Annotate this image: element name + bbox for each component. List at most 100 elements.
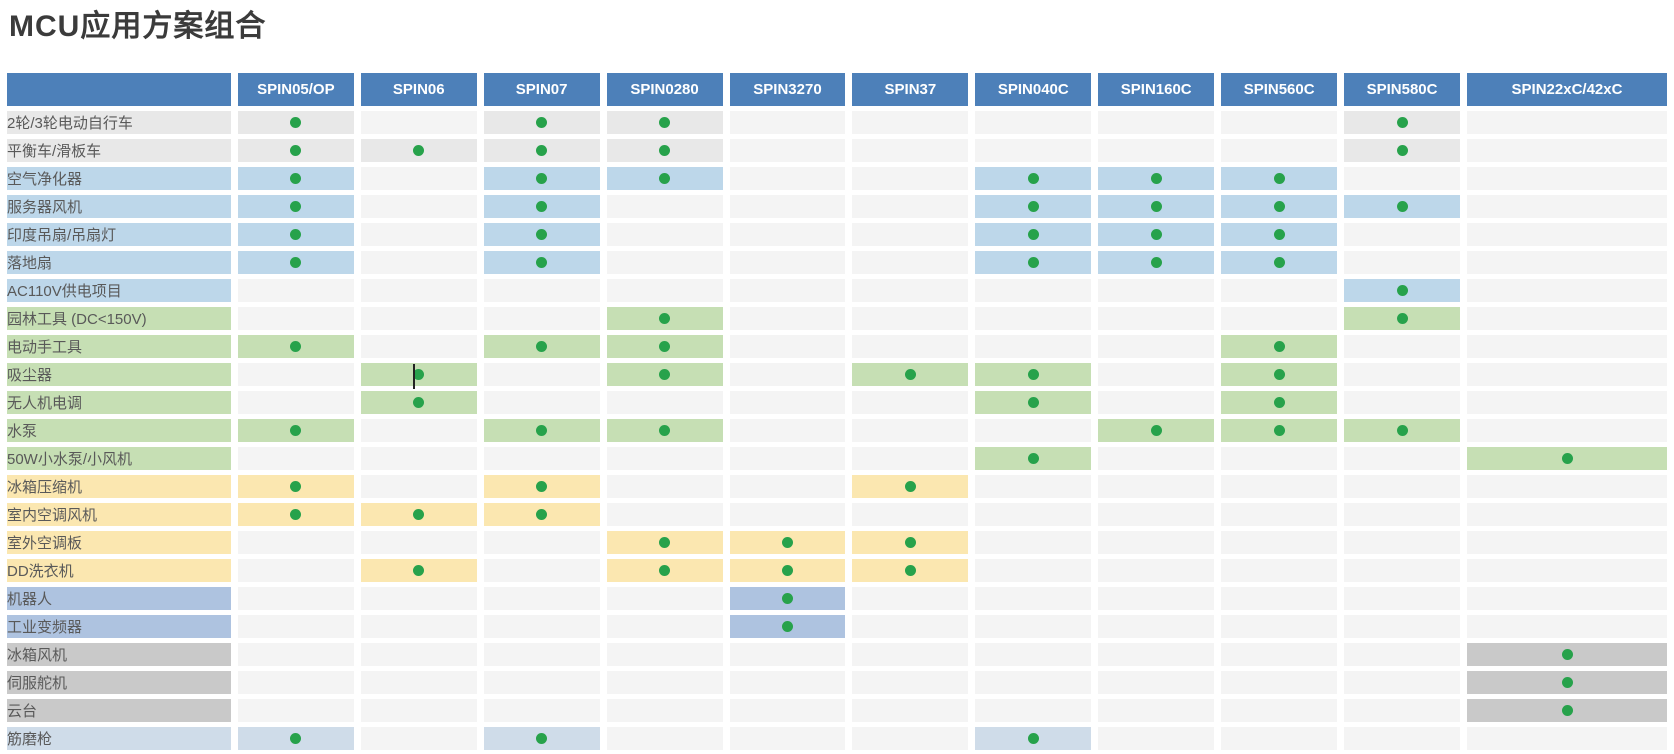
- support-dot-icon: [290, 424, 302, 436]
- column-header-spin560c: SPIN560C: [1221, 73, 1338, 106]
- corner-cell: [7, 73, 231, 106]
- matrix-cell: [237, 363, 354, 386]
- matrix-cell: [729, 587, 846, 610]
- support-dot-icon: [1027, 732, 1039, 744]
- matrix-cell: [237, 307, 354, 330]
- matrix-cell: [360, 587, 477, 610]
- matrix-cell: [1221, 335, 1338, 358]
- support-dot-icon: [1027, 396, 1039, 408]
- support-dot-icon: [1027, 452, 1039, 464]
- matrix-cell: [1098, 195, 1215, 218]
- table-row: 吸尘器: [7, 363, 1667, 386]
- matrix-cell: [1098, 223, 1215, 246]
- matrix-cell: [975, 167, 1092, 190]
- support-dot-icon: [1150, 256, 1162, 268]
- matrix-cell: [729, 111, 846, 134]
- matrix-cell: [606, 419, 723, 442]
- matrix-cell: [852, 503, 969, 526]
- matrix-cell: [1344, 531, 1461, 554]
- matrix-cell: [852, 643, 969, 666]
- support-dot-icon: [290, 508, 302, 520]
- matrix-cell: [237, 559, 354, 582]
- matrix-cell: [975, 223, 1092, 246]
- matrix-cell: [729, 251, 846, 274]
- matrix-cell: [483, 251, 600, 274]
- matrix-cell: [1467, 447, 1667, 470]
- support-dot-icon: [1396, 200, 1408, 212]
- matrix-cell: [729, 223, 846, 246]
- matrix-cell: [1098, 307, 1215, 330]
- page-title: MCU应用方案组合: [9, 10, 267, 43]
- matrix-cell: [1221, 671, 1338, 694]
- support-dot-icon: [1561, 452, 1573, 464]
- support-dot-icon: [1027, 256, 1039, 268]
- matrix-cell: [237, 727, 354, 750]
- row-label: 室外空调板: [7, 531, 231, 554]
- matrix-cell: [237, 671, 354, 694]
- support-dot-icon: [413, 396, 425, 408]
- matrix-cell: [360, 307, 477, 330]
- matrix-cell: [237, 643, 354, 666]
- matrix-cell: [1098, 139, 1215, 162]
- matrix-cell: [975, 111, 1092, 134]
- matrix-cell: [1467, 139, 1667, 162]
- matrix-cell: [483, 587, 600, 610]
- matrix-cell: [360, 335, 477, 358]
- matrix-cell: [729, 139, 846, 162]
- table-row: DD洗衣机: [7, 559, 1667, 582]
- matrix-cell: [1098, 167, 1215, 190]
- matrix-cell: [483, 503, 600, 526]
- matrix-cell: [1467, 475, 1667, 498]
- row-label: 无人机电调: [7, 391, 231, 414]
- matrix-cell: [360, 559, 477, 582]
- support-dot-icon: [1273, 396, 1285, 408]
- matrix-cell: [606, 251, 723, 274]
- matrix-cell: [975, 279, 1092, 302]
- table-row: 冰箱压缩机: [7, 475, 1667, 498]
- matrix-cell: [1098, 391, 1215, 414]
- table-row: 50W小水泵/小风机: [7, 447, 1667, 470]
- matrix-cell: [237, 167, 354, 190]
- support-dot-icon: [1396, 144, 1408, 156]
- matrix-cell: [729, 447, 846, 470]
- row-label: 冰箱压缩机: [7, 475, 231, 498]
- matrix-cell: [975, 419, 1092, 442]
- matrix-cell: [1344, 559, 1461, 582]
- matrix-cell: [1098, 279, 1215, 302]
- matrix-cell: [1344, 643, 1461, 666]
- matrix-cell: [483, 167, 600, 190]
- column-header-spin06: SPIN06: [360, 73, 477, 106]
- matrix-cell: [1098, 475, 1215, 498]
- text-cursor-artifact: [413, 364, 415, 389]
- matrix-cell: [1098, 251, 1215, 274]
- matrix-cell: [237, 223, 354, 246]
- support-dot-icon: [536, 172, 548, 184]
- matrix-cell: [237, 391, 354, 414]
- matrix-cell: [1467, 587, 1667, 610]
- support-dot-icon: [290, 340, 302, 352]
- matrix-cell: [729, 475, 846, 498]
- row-label: 吸尘器: [7, 363, 231, 386]
- matrix-cell: [1221, 503, 1338, 526]
- matrix-cell: [1098, 671, 1215, 694]
- matrix-cell: [1467, 251, 1667, 274]
- matrix-cell: [483, 559, 600, 582]
- table-row: 筋磨枪: [7, 727, 1667, 750]
- support-dot-icon: [413, 144, 425, 156]
- matrix-cell: [483, 615, 600, 638]
- matrix-cell: [1344, 699, 1461, 722]
- table-row: 云台: [7, 699, 1667, 722]
- matrix-cell: [483, 475, 600, 498]
- column-header-spin040c: SPIN040C: [975, 73, 1092, 106]
- support-dot-icon: [1150, 200, 1162, 212]
- matrix-cell: [1098, 531, 1215, 554]
- matrix-cell: [360, 699, 477, 722]
- matrix-cell: [237, 419, 354, 442]
- matrix-cell: [729, 615, 846, 638]
- matrix-cell: [606, 587, 723, 610]
- support-dot-icon: [659, 424, 671, 436]
- mcu-application-matrix: SPIN05/OP SPIN06 SPIN07 SPIN0280 SPIN3270 SPI…: [0, 68, 1674, 754]
- row-label: 伺服舵机: [7, 671, 231, 694]
- matrix-cell: [1098, 447, 1215, 470]
- matrix-cell: [1098, 419, 1215, 442]
